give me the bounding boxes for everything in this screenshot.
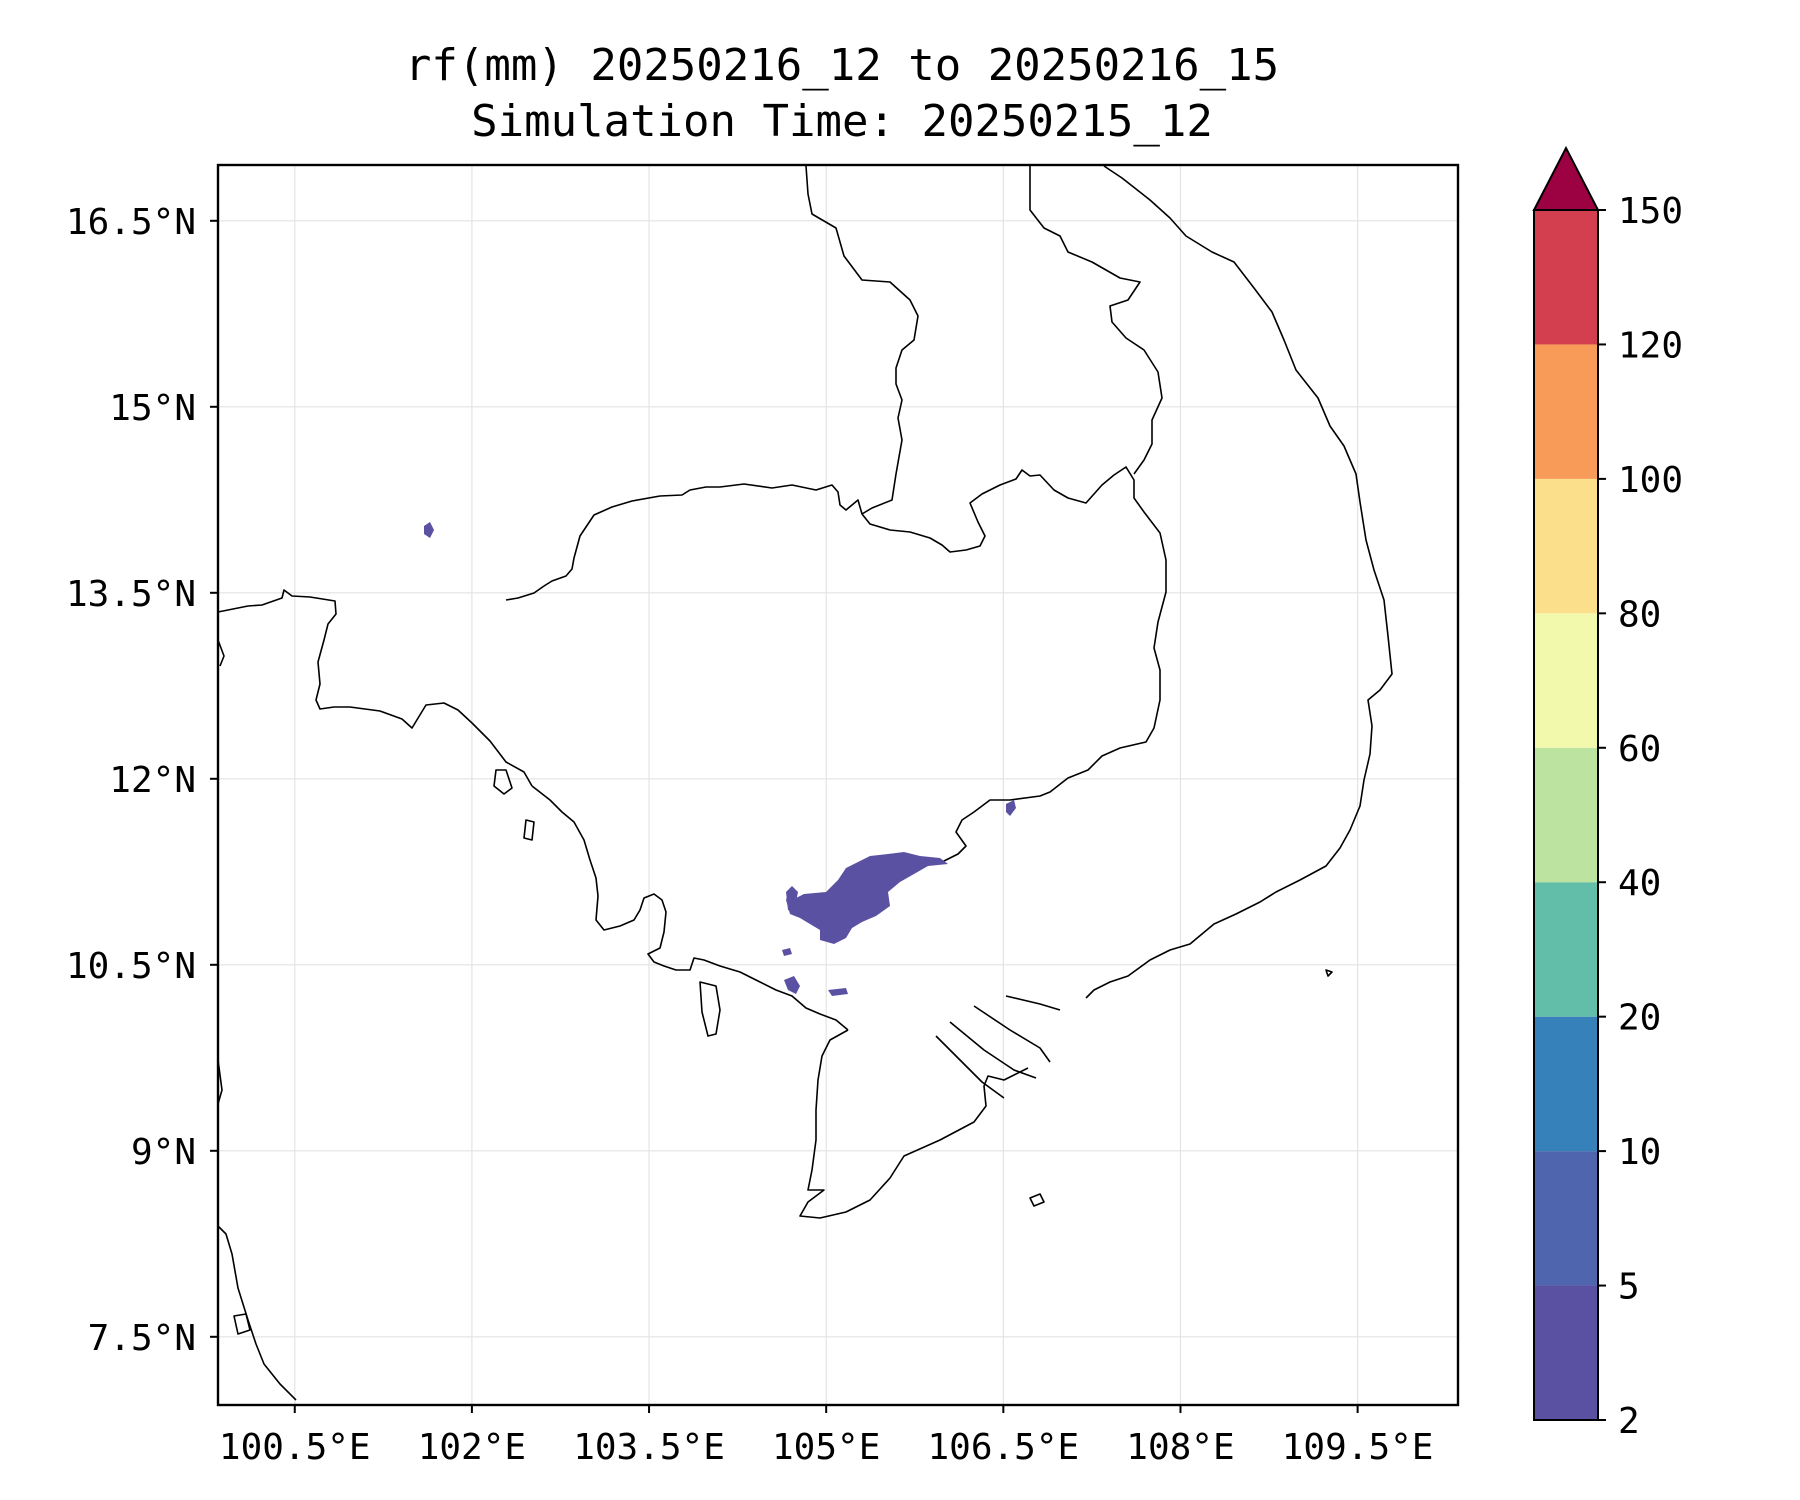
colorbar-segment-7: [1534, 344, 1598, 479]
y-tick-label-0: 16.5°N: [66, 202, 196, 243]
island-east-small: [1325, 969, 1333, 977]
rain-area-islands-2: [784, 976, 800, 994]
colorbar-segment-4: [1534, 747, 1598, 883]
coast-malay-peninsula: [217, 1225, 297, 1401]
y-tick-label-4: 10.5°N: [66, 946, 196, 987]
island-rong: [523, 819, 535, 841]
coast-top-left-edge: [217, 639, 225, 667]
map-panel: 100.5°E 102°E 103.5°E 105°E 106.5°E 108°E 109.…: [66, 163, 1460, 1468]
colorbar-frame: [1533, 209, 1599, 1421]
delta-river-2: [949, 1021, 1037, 1079]
coastlines-and-borders: [217, 165, 1393, 1401]
border-laos-thailand: [805, 165, 919, 515]
island-samui: [233, 1313, 251, 1335]
rain-area-north-east: [1006, 800, 1016, 816]
colorbar: 2 5 10 20 40 60 80 100 120 150: [1532, 145, 1683, 1442]
rain-area-west-lobe: [786, 886, 798, 912]
x-tick-label-6: 109.5°E: [1282, 1427, 1434, 1468]
colorbar-tick-label-1: 5: [1618, 1267, 1640, 1308]
colorbar-tick-label-4: 40: [1618, 863, 1661, 904]
colorbar-tick-label-3: 20: [1618, 998, 1661, 1039]
delta-river-3: [973, 1005, 1051, 1063]
colorbar-extend-triangle: [1532, 145, 1600, 211]
colorbar-segment-6: [1534, 478, 1598, 614]
rain-area-islands-3: [828, 988, 848, 996]
coast-vietnam-east: [1085, 165, 1393, 999]
coast-peninsula-west: [217, 1059, 223, 1105]
rain-area-northwest-spot: [424, 522, 434, 538]
coast-gulf-of-thailand: [531, 785, 849, 1031]
island-con-dao: [1029, 1193, 1045, 1207]
colorbar-segment-3: [1534, 882, 1598, 1017]
island-kong: [493, 769, 513, 795]
title-line-1: rf(mm) 20250216_12 to 20250216_15: [405, 40, 1279, 91]
colorbar-segment-8: [1534, 210, 1598, 345]
y-tick-label-2: 13.5°N: [66, 574, 196, 615]
x-tick-label-3: 105°E: [772, 1427, 880, 1468]
island-phu-quoc: [699, 981, 721, 1037]
colorbar-tick-label-6: 80: [1618, 594, 1661, 635]
coast-mekong-delta: [799, 1029, 1029, 1219]
colorbar-segment-2: [1534, 1016, 1598, 1152]
border-laos-vietnam: [1029, 166, 1163, 475]
gridlines: [218, 165, 1458, 1405]
rainfall-shading: [424, 522, 1016, 996]
colorbar-segment-1: [1534, 1151, 1598, 1286]
title-line-2: Simulation Time: 20250215_12: [471, 96, 1213, 147]
y-tick-label-3: 12°N: [109, 760, 196, 801]
map-frame: [216, 163, 1460, 1407]
x-tick-label-2: 103.5°E: [573, 1427, 725, 1468]
colorbar-tick-label-0: 2: [1618, 1401, 1640, 1442]
border-cambodia-north: [505, 466, 1167, 865]
colorbar-tick-label-8: 120: [1618, 325, 1683, 366]
colorbar-tick-label-5: 60: [1618, 729, 1661, 770]
colorbar-tick-label-9: 150: [1618, 191, 1683, 232]
y-tick-label-6: 7.5°N: [88, 1318, 196, 1359]
x-tick-label-0: 100.5°E: [219, 1427, 371, 1468]
x-axis-ticks: 100.5°E 102°E 103.5°E 105°E 106.5°E 108°E 109.…: [219, 1405, 1434, 1468]
colorbar-segment-0: [1534, 1285, 1598, 1420]
delta-river-4: [1005, 995, 1061, 1011]
y-tick-label-5: 9°N: [131, 1132, 196, 1173]
y-axis-ticks: 16.5°N 15°N 13.5°N 12°N 10.5°N 9°N 7.5°N: [66, 202, 218, 1359]
x-tick-label-5: 108°E: [1126, 1427, 1234, 1468]
colorbar-tick-label-2: 10: [1618, 1132, 1661, 1173]
y-tick-label-1: 15°N: [109, 388, 196, 429]
rain-area-islands-1: [782, 948, 792, 956]
rain-area-main: [786, 852, 948, 944]
x-tick-label-4: 106.5°E: [927, 1427, 1079, 1468]
colorbar-tick-label-7: 100: [1618, 460, 1683, 501]
border-thailand-cambodia-west: [217, 589, 533, 787]
delta-river-1: [935, 1035, 1005, 1099]
x-tick-label-1: 102°E: [418, 1427, 526, 1468]
colorbar-segment-5: [1534, 613, 1598, 748]
